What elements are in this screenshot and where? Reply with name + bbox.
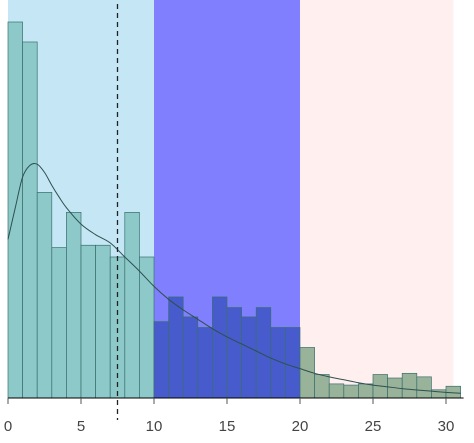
bar-10 xyxy=(153,321,169,399)
bar-8 xyxy=(124,212,140,399)
density-curve xyxy=(7,162,461,394)
x-tick-label-3: 15 xyxy=(219,418,236,435)
bar-1 xyxy=(22,41,38,399)
bar-6 xyxy=(95,244,111,399)
x-tick-label-4: 20 xyxy=(292,418,309,435)
x-tick-label-5: 25 xyxy=(365,418,382,435)
region-2 xyxy=(300,0,454,398)
bar-14 xyxy=(212,296,228,399)
bar-3 xyxy=(51,247,67,399)
bar-22 xyxy=(328,383,345,399)
bar-27 xyxy=(401,372,418,399)
x-axis-ticks: 0 5 10 15 20 25 30 xyxy=(4,398,455,435)
x-tick-label-6: 30 xyxy=(438,418,455,435)
bar-4 xyxy=(66,212,82,399)
x-tick-label-0: 0 xyxy=(4,418,12,435)
bar-2 xyxy=(36,192,53,399)
bar-16 xyxy=(241,316,257,399)
x-tick-label-1: 5 xyxy=(77,418,85,435)
bar-17 xyxy=(255,307,272,399)
bar-15 xyxy=(226,307,242,399)
bar-24 xyxy=(358,383,374,399)
bar-21 xyxy=(314,374,330,399)
bar-11 xyxy=(168,296,184,399)
bar-12 xyxy=(182,316,199,399)
bar-5 xyxy=(80,244,96,399)
bar-28 xyxy=(416,376,432,399)
bar-23 xyxy=(343,384,359,399)
bar-13 xyxy=(197,327,213,399)
bar-0 xyxy=(7,21,23,399)
histogram-bars xyxy=(7,21,461,399)
shaded-regions xyxy=(8,0,454,398)
bar-19 xyxy=(285,327,301,399)
x-tick-label-2: 10 xyxy=(146,418,163,435)
